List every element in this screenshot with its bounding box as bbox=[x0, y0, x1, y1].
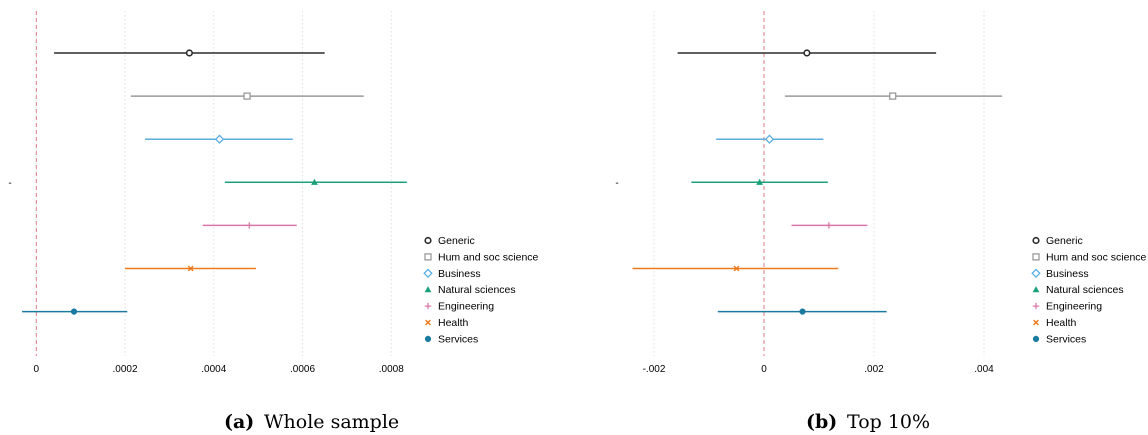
panel-a-coefficient-plot: - 0 .0002 .0004 .0006 .0008 Generic Hum and soc… bbox=[8, 11, 539, 375]
panel-b-legend-item-natural-sciences: Natural sciences bbox=[1032, 284, 1124, 296]
panel-b-legend-label-health: Health bbox=[1046, 317, 1077, 329]
panel-a-legend-label-services: Services bbox=[438, 333, 478, 345]
panel-a-legend-label-engineering: Engineering bbox=[438, 301, 494, 313]
panel-a-legend-item-generic: Generic bbox=[424, 235, 475, 247]
panel-a-xtick-label: .0004 bbox=[201, 364, 226, 375]
panel-b-legend-item-services: Services bbox=[1032, 333, 1086, 345]
panel-a-legend-item-hum-and-soc-science: Hum and soc science bbox=[424, 251, 539, 263]
panel-b-series-health bbox=[632, 265, 839, 272]
panel-b-point-generic bbox=[803, 49, 811, 57]
panel-b-legend-symbol-hum-and-soc-science bbox=[1032, 253, 1040, 261]
panel-a-legend-symbol-hum-and-soc-science bbox=[424, 253, 432, 261]
panel-a-point-business bbox=[214, 134, 225, 144]
panel-a-legend-symbol-services bbox=[424, 335, 432, 343]
panel-a-xtick-label: .0006 bbox=[290, 364, 315, 375]
caption-b-text: Top 10% bbox=[847, 411, 930, 433]
panel-a-series-generic bbox=[54, 49, 325, 57]
panel-b-point-business bbox=[764, 134, 775, 144]
panel-b-xtick-label: 0 bbox=[761, 364, 767, 375]
panel-b-ytick-label: - bbox=[615, 178, 618, 189]
panel-b-legend-item-hum-and-soc-science: Hum and soc science bbox=[1032, 251, 1147, 263]
panel-b-legend-item-business: Business bbox=[1031, 268, 1089, 280]
panel-b-point-services bbox=[799, 308, 806, 315]
panel-a-legend-item-health: Health bbox=[425, 317, 469, 329]
panel-a-point-engineering bbox=[246, 222, 253, 229]
panel-b-point-hum-and-soc-science bbox=[889, 92, 897, 100]
panel-b-series-generic bbox=[677, 49, 937, 57]
panel-a-legend-item-engineering: Engineering bbox=[424, 301, 494, 313]
panel-b-legend-symbol-generic bbox=[1032, 236, 1040, 245]
panel-a-legend-item-business: Business bbox=[423, 268, 481, 280]
panel-a-point-generic bbox=[185, 49, 193, 57]
panel-a-legend-label-health: Health bbox=[438, 317, 469, 329]
panel-b-legend-item-generic: Generic bbox=[1032, 235, 1083, 247]
panel-b-legend-item-engineering: Engineering bbox=[1032, 301, 1102, 313]
panel-a-legend-item-natural-sciences: Natural sciences bbox=[424, 284, 516, 296]
panel-a-series-health bbox=[125, 265, 256, 272]
panel-a-series-natural-sciences bbox=[224, 178, 407, 185]
caption-a: (a) Whole sample bbox=[224, 411, 399, 433]
panel-a-legend-label-business: Business bbox=[438, 268, 481, 280]
panel-a-point-hum-and-soc-science bbox=[243, 92, 251, 100]
panel-b-legend-symbol-engineering bbox=[1032, 302, 1040, 310]
panel-a-xtick-label: 0 bbox=[34, 364, 40, 375]
panel-b-series-engineering bbox=[791, 222, 868, 229]
panel-a-series-business bbox=[145, 134, 293, 144]
panel-a-series-hum-and-soc-science bbox=[130, 92, 364, 100]
panel-b-coefficient-plot: - -.002 0 .002 .004 Generic Hum and soc scienc… bbox=[615, 11, 1147, 375]
panel-a-legend-symbol-generic bbox=[424, 236, 432, 245]
panel-a-point-natural-sciences bbox=[311, 178, 318, 185]
panel-a-legend-symbol-natural-sciences bbox=[424, 286, 432, 293]
panel-a-legend-symbol-engineering bbox=[424, 302, 432, 310]
panel-b-legend-symbol-health bbox=[1033, 319, 1039, 326]
panel-a-xtick-label: .0002 bbox=[113, 364, 138, 375]
panel-b-xtick-label: .002 bbox=[864, 364, 884, 375]
panel-b-legend-symbol-services bbox=[1032, 335, 1040, 343]
panel-a-legend-label-natural-sciences: Natural sciences bbox=[438, 284, 516, 296]
panel-b-legend-label-natural-sciences: Natural sciences bbox=[1046, 284, 1124, 296]
panel-b-series-business bbox=[716, 134, 824, 144]
panel-a-legend-symbol-health bbox=[425, 319, 431, 326]
caption-b: (b) Top 10% bbox=[806, 411, 930, 433]
panel-b-point-engineering bbox=[825, 222, 833, 229]
panel-a-xtick-label: .0008 bbox=[379, 364, 404, 375]
panel-a-legend-symbol-business bbox=[423, 268, 433, 279]
panel-b-legend-label-services: Services bbox=[1046, 333, 1086, 345]
panel-b-legend-label-generic: Generic bbox=[1046, 235, 1083, 247]
panel-b-series-natural-sciences bbox=[691, 178, 828, 185]
panel-b-series-hum-and-soc-science bbox=[784, 92, 1003, 100]
caption-a-letter: (a) bbox=[224, 411, 254, 433]
caption-b-letter: (b) bbox=[806, 411, 837, 433]
panel-b-series-services bbox=[717, 308, 887, 315]
panel-a-series-engineering bbox=[202, 222, 297, 229]
panel-b-xtick-label: -.002 bbox=[643, 364, 666, 375]
panel-b-legend-symbol-business bbox=[1031, 268, 1041, 279]
caption-a-text: Whole sample bbox=[264, 411, 399, 433]
panel-a-ytick-label: - bbox=[8, 178, 11, 189]
panel-b-point-health bbox=[733, 265, 740, 272]
panel-b-point-natural-sciences bbox=[756, 178, 763, 185]
panel-b-legend-label-business: Business bbox=[1046, 268, 1089, 280]
panel-a-point-services bbox=[70, 308, 78, 315]
panel-b-legend-item-health: Health bbox=[1033, 317, 1077, 329]
panel-b-legend-symbol-natural-sciences bbox=[1032, 286, 1040, 293]
panel-a-point-health bbox=[187, 265, 194, 272]
panel-a-series-services bbox=[22, 308, 128, 315]
panel-a-legend-item-services: Services bbox=[424, 333, 478, 345]
panel-a-legend-label-hum-and-soc-science: Hum and soc science bbox=[438, 251, 539, 263]
panel-b-legend-label-engineering: Engineering bbox=[1046, 301, 1102, 313]
panel-b-legend-label-hum-and-soc-science: Hum and soc science bbox=[1046, 251, 1147, 263]
panel-b-xtick-label: .004 bbox=[974, 364, 994, 375]
panel-a-legend-label-generic: Generic bbox=[438, 235, 475, 247]
